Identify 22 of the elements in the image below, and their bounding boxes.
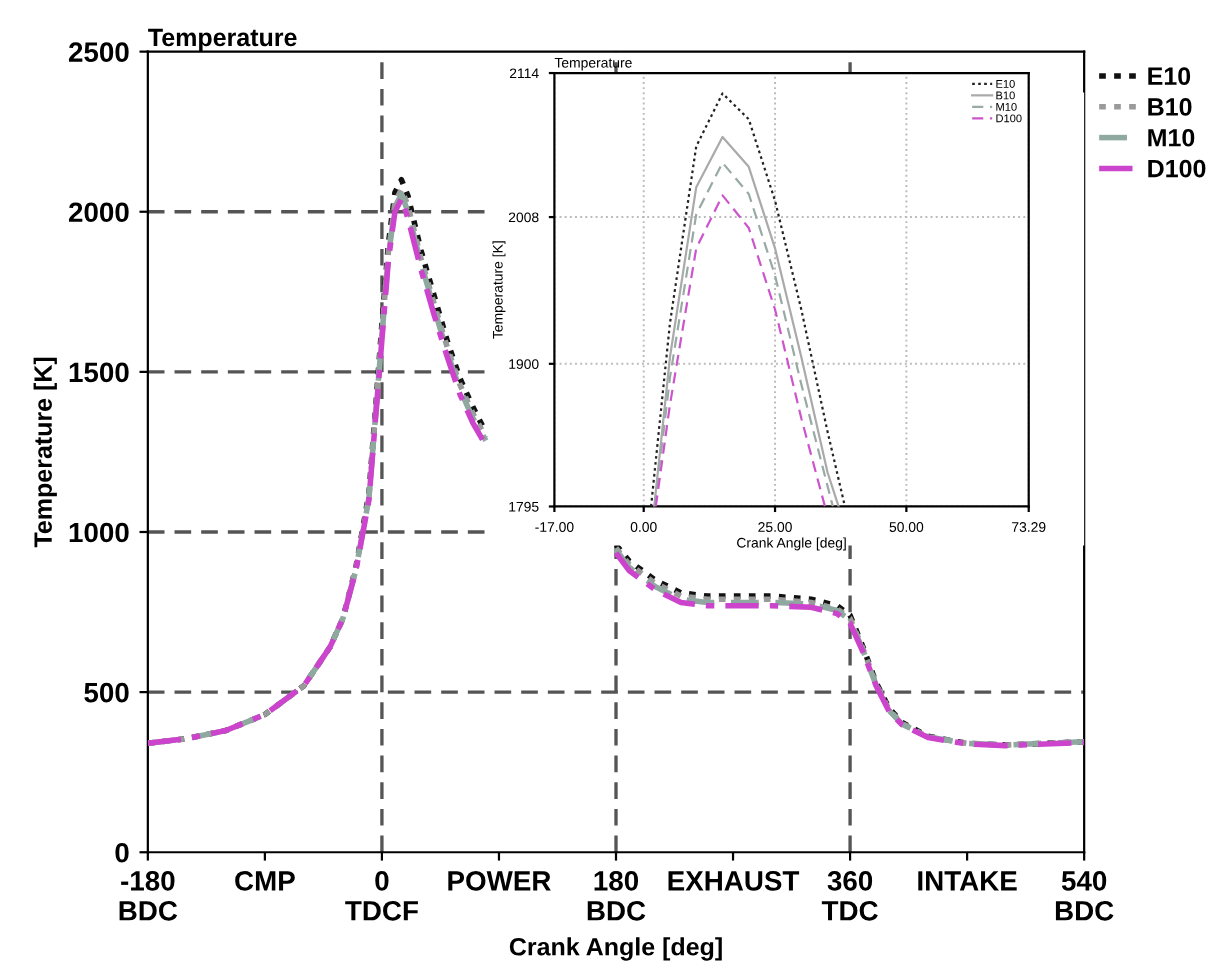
x-tick-label: 180 BDC [587, 871, 646, 921]
y-axis-title: Temperature [K] [33, 357, 57, 548]
y-tick-label: 2000 [68, 202, 129, 223]
x-axis-title: Crank Angle [deg] [509, 937, 722, 961]
y-tick-label: 2500 [68, 42, 129, 62]
x-tick-label: 360 TDC [821, 871, 878, 921]
x-tick-label: EXHAUST [668, 871, 800, 891]
x-tick-label: INTAKE [918, 871, 1017, 891]
x-tick-label: -180 BDC [119, 871, 178, 921]
legend-label: B10 [1148, 98, 1192, 116]
legend-label: D100 [1148, 159, 1206, 178]
legend-label: M10 [1148, 128, 1195, 147]
x-tick-label: CMP [235, 871, 295, 891]
chart-title: Temperature [148, 28, 297, 52]
y-tick-label: 1000 [69, 522, 129, 543]
y-tick-label: 1500 [69, 362, 129, 383]
y-tick-label: 0 [115, 842, 129, 863]
x-tick-label: POWER [448, 871, 551, 891]
y-tick-label: 500 [84, 682, 129, 703]
legend-label: E10 [1148, 67, 1191, 85]
x-tick-label: 540 BDC [1055, 871, 1114, 921]
x-tick-label: 0 TDCF [345, 871, 418, 921]
